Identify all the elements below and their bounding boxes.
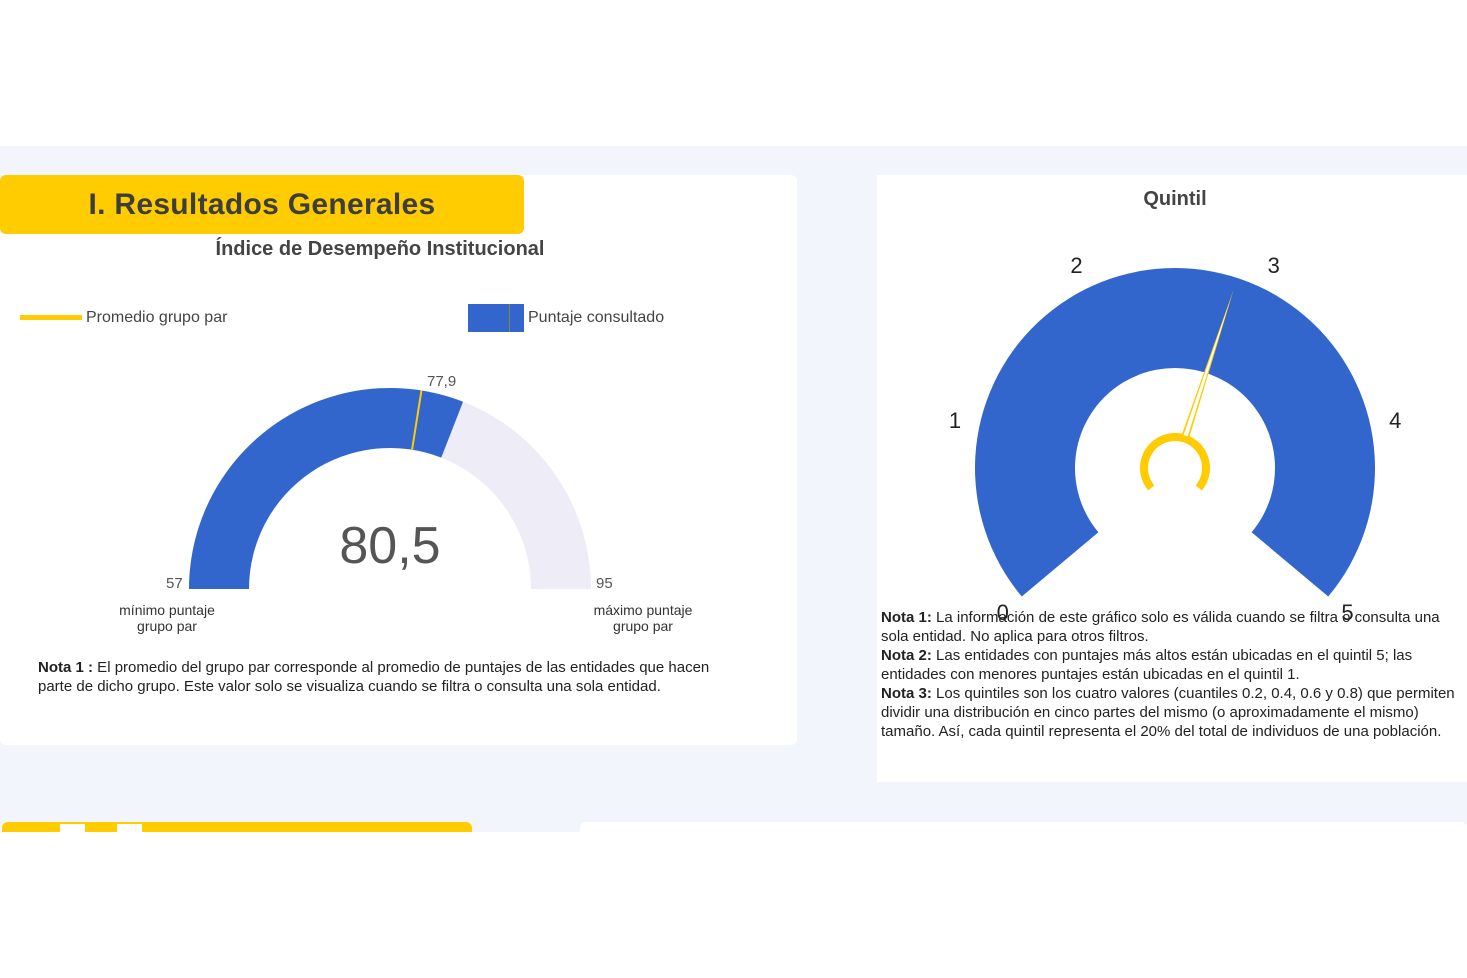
note-right-1: Nota 1: La información de este gráfico s… [881,608,1465,646]
legend-avg-swatch [20,315,82,320]
quintil-tick-5: 5 [1341,599,1354,625]
quintil-tick-0: 0 [996,599,1009,625]
gauge-max-label: 95 [596,575,613,592]
section-title: I. Resultados Generales [88,187,436,221]
note-right-2-label: Nota 2: [881,647,932,664]
note-right-3-label: Nota 3: [881,685,932,702]
note-left-text: El promedio del grupo par corresponde al… [38,659,710,695]
next-section-card [580,822,1467,834]
gauge-avg-marker[interactable] [411,390,423,450]
legend-score-swatch [468,304,524,332]
general-results-card [0,175,797,745]
section-banner: I. Resultados Generales [0,175,524,234]
note-left-label: Nota 1 : [38,659,94,676]
note-right-2: Nota 2: Las entidades con puntajes más a… [881,646,1465,684]
min-caption-line-1: mínimo puntaje [119,602,215,618]
quintil-tick-2: 2 [1070,252,1083,278]
max-caption-line-2: grupo par [613,618,673,634]
note-left: Nota 1 : El promedio del grupo par corre… [38,658,738,696]
quintil-fill[interactable] [975,267,1375,597]
gauge-title: Índice de Desempeño Institucional [215,238,545,260]
page-footer-blank [0,832,1467,978]
notes-right: Nota 1: La información de este gráfico s… [881,608,1465,741]
note-right-3: Nota 3: Los quintiles son los cuatro val… [881,684,1465,741]
note-right-3-text: Los quintiles son los cuatro valores (cu… [881,685,1455,740]
quintil-tick-1: 1 [948,408,962,434]
note-right-1-text: La información de este gráfico solo es v… [881,609,1440,645]
max-caption-line-1: máximo puntaje [593,602,693,618]
quintil-needle [1181,289,1234,437]
quintil-tick-4: 4 [1389,408,1402,434]
legend-score-label[interactable]: Puntaje consultado [528,309,665,326]
quintil-needle-hub [1139,432,1210,491]
min-caption-line-2: grupo par [137,618,197,634]
next-section-banner [2,822,472,834]
legend-avg-label[interactable]: Promedio grupo par [86,309,228,326]
gauge-fill[interactable] [189,388,464,589]
gauge-min-label: 57 [166,575,183,592]
gauge-avg-label: 77,9 [427,373,457,390]
min-caption: mínimo puntaje grupo par [102,602,232,634]
note-right-2-text: Las entidades con puntajes más altos est… [881,647,1413,683]
quintil-needle-inner [1183,300,1230,437]
institutional-gauge [189,388,591,589]
max-caption: máximo puntaje grupo par [578,602,708,634]
quintil-title: Quintil [1143,188,1207,210]
note-right-1-label: Nota 1: [881,609,932,626]
quintil-gauge [975,267,1375,597]
quintil-tick-3: 3 [1267,252,1280,278]
gauge-value: 80,5 [339,517,441,575]
